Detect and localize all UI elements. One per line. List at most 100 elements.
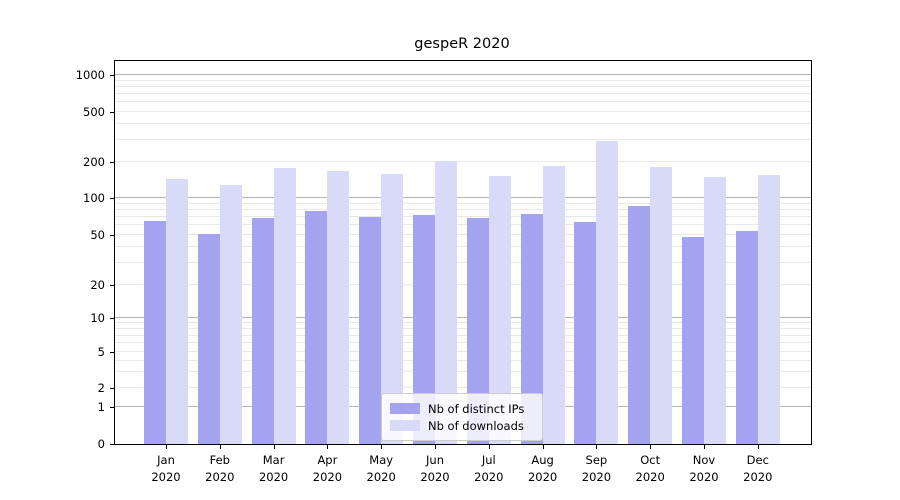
legend-label-ips: Nb of distinct IPs <box>428 401 525 416</box>
x-tick-mark-aug <box>542 445 544 449</box>
year-label: 2020 <box>743 470 773 484</box>
x-tick-mark-dec <box>757 445 759 449</box>
gridline-900 <box>115 79 811 81</box>
bar-nov-downloads <box>704 177 726 444</box>
y-tick-label-50: 50 <box>90 227 105 242</box>
year-label: 2020 <box>366 470 396 484</box>
year-label: 2020 <box>258 470 289 484</box>
month-label: Sep <box>585 453 608 467</box>
y-tick-label-1: 1 <box>97 399 105 414</box>
x-tick-label-feb: Feb 2020 <box>205 452 234 486</box>
gridline-6 <box>115 342 811 344</box>
bar-oct-downloads <box>650 167 673 444</box>
gridline-10 <box>115 317 811 318</box>
year-label: 2020 <box>581 470 612 484</box>
bar-jul-downloads <box>488 176 511 444</box>
y-tick-label-5: 5 <box>97 345 105 360</box>
y-tick-label-200: 200 <box>83 155 105 170</box>
month-label: May <box>369 453 394 467</box>
x-tick-mark-jan <box>166 445 167 449</box>
gridline-200 <box>115 161 811 163</box>
bar-aug-downloads <box>542 166 565 444</box>
legend-label-downloads: Nb of downloads <box>428 418 524 433</box>
month-label: Apr <box>317 453 338 467</box>
ips-swatch-icon <box>390 403 420 414</box>
gridline-20 <box>115 283 811 285</box>
x-tick-label-dec: Dec 2020 <box>743 452 772 486</box>
y-tick-mark-1 <box>110 406 114 408</box>
x-tick-mark-sep <box>596 445 598 449</box>
month-label: Jul <box>481 453 496 467</box>
x-tick-label-jul: Jul 2020 <box>474 452 503 486</box>
x-tick-mark-feb <box>219 445 221 449</box>
gridline-70 <box>115 215 811 217</box>
x-tick-mark-oct <box>650 445 652 449</box>
y-tick-mark-5 <box>110 352 114 354</box>
x-tick-label-apr: Apr 2020 <box>313 452 342 486</box>
y-tick-label-0: 0 <box>97 437 105 451</box>
y-tick-mark-20 <box>110 284 114 286</box>
y-tick-mark-500 <box>110 111 114 113</box>
x-tick-label-mar: Mar 2020 <box>259 452 288 486</box>
y-tick-label-1000: 1000 <box>75 68 105 83</box>
y-tick-label-500: 500 <box>83 104 105 119</box>
gridline-100 <box>115 197 811 199</box>
gridline-300 <box>115 138 811 140</box>
bar-jan-ips <box>144 220 166 444</box>
legend-row-downloads: Nb of downloads <box>390 417 534 434</box>
bar-mar-downloads <box>273 167 296 444</box>
gridline-3 <box>115 371 811 373</box>
y-tick-mark-100 <box>110 198 114 200</box>
bar-feb-ips <box>197 233 220 444</box>
y-tick-label-2: 2 <box>97 381 105 396</box>
bar-mar-ips <box>251 218 274 444</box>
gridline-7 <box>115 334 811 336</box>
y-tick-mark-2 <box>110 388 114 390</box>
y-tick-label-10: 10 <box>90 311 105 325</box>
month-label: Aug <box>531 453 554 467</box>
bar-dec-downloads <box>757 174 780 444</box>
year-label: 2020 <box>527 470 558 484</box>
legend: Nb of distinct IPs Nb of downloads <box>381 393 543 441</box>
y-tick-label-20: 20 <box>90 277 105 292</box>
gridline-800 <box>115 85 811 87</box>
gridline-40 <box>115 245 811 247</box>
bar-nov-ips <box>682 236 704 444</box>
gridline-50 <box>115 233 811 235</box>
gridline-700 <box>115 92 811 94</box>
x-tick-label-may: May 2020 <box>367 452 396 486</box>
bar-oct-ips <box>628 206 651 444</box>
bar-sep-downloads <box>596 140 619 444</box>
x-tick-label-aug: Aug 2020 <box>528 452 557 486</box>
year-label: 2020 <box>312 470 343 484</box>
gridline-4 <box>115 359 811 361</box>
year-label: 2020 <box>689 470 719 484</box>
downloads-swatch-icon <box>390 420 420 431</box>
month-label: Mar <box>262 453 285 467</box>
gridline-1000 <box>115 74 811 76</box>
y-tick-mark-0 <box>110 444 114 445</box>
x-tick-mark-apr <box>327 445 329 449</box>
x-tick-label-nov: Nov 2020 <box>689 452 718 486</box>
gridline-80 <box>115 208 811 210</box>
x-tick-mark-jun <box>435 445 436 449</box>
year-label: 2020 <box>635 470 665 484</box>
month-label: Dec <box>746 453 769 467</box>
bar-apr-downloads <box>327 171 350 444</box>
gridline-90 <box>115 202 811 204</box>
bar-may-downloads <box>381 173 404 444</box>
bar-jun-downloads <box>435 161 457 444</box>
gridline-5 <box>115 351 811 353</box>
bar-jan-downloads <box>166 178 188 444</box>
bar-jul-ips <box>466 218 489 444</box>
x-tick-label-jan: Jan 2020 <box>151 452 180 486</box>
month-label: Feb <box>209 453 230 467</box>
gridline-60 <box>115 223 811 225</box>
gridline-600 <box>115 101 811 102</box>
gridline-400 <box>115 122 811 124</box>
gridline-30 <box>115 261 811 263</box>
y-tick-label-100: 100 <box>83 191 105 206</box>
month-label: Oct <box>640 453 661 467</box>
y-tick-mark-200 <box>110 162 114 164</box>
